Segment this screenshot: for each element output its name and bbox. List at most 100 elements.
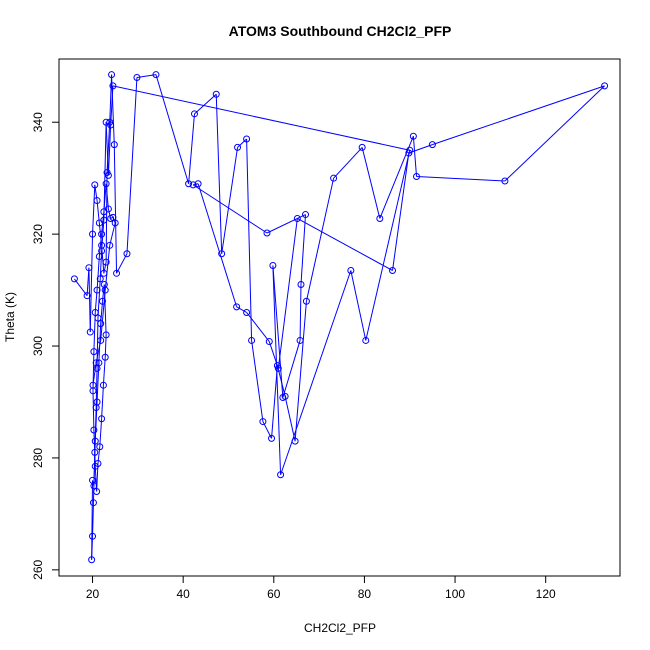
data-point — [413, 173, 421, 180]
data-point — [234, 143, 242, 151]
series-segment — [192, 184, 268, 234]
data-point — [102, 258, 110, 266]
series-segment — [333, 147, 363, 179]
series-segment — [271, 365, 278, 439]
data-point — [90, 482, 98, 490]
series-segment — [102, 357, 106, 386]
series-segment — [96, 200, 100, 223]
series-segment — [392, 152, 410, 271]
series-segment — [99, 418, 103, 447]
data-point — [102, 331, 110, 339]
data-point — [263, 229, 271, 237]
series-segment — [246, 138, 253, 341]
series-layer — [70, 71, 609, 564]
series-segment — [236, 306, 247, 313]
data-point — [96, 443, 104, 451]
data-point — [94, 314, 102, 322]
data-point — [89, 499, 97, 507]
data-point — [92, 359, 100, 367]
series-segment — [111, 74, 115, 145]
y-tick-label: 300 — [31, 336, 45, 356]
series-segment — [194, 93, 217, 115]
data-point — [97, 320, 105, 328]
series-segment — [104, 334, 107, 358]
data-point — [102, 118, 110, 126]
series-segment — [361, 147, 381, 219]
data-point — [274, 364, 282, 372]
y-tick-label: 340 — [31, 112, 45, 132]
series-segment — [412, 136, 418, 177]
data-point — [409, 132, 417, 140]
series-segment — [365, 150, 411, 341]
series-segment — [99, 250, 103, 279]
data-point — [152, 71, 160, 79]
data-point — [98, 230, 106, 238]
data-point — [185, 180, 193, 188]
data-point — [123, 250, 131, 258]
data-point — [100, 269, 108, 277]
series-segment — [92, 390, 95, 430]
data-point — [104, 205, 112, 213]
data-point — [277, 471, 285, 479]
series-segment — [92, 502, 94, 537]
data-point — [110, 141, 118, 149]
series-segment — [215, 94, 223, 254]
series-segment — [294, 301, 307, 442]
data-point — [293, 214, 301, 222]
data-point — [91, 181, 99, 189]
data-point — [218, 250, 226, 258]
data-point — [347, 267, 355, 274]
series-segment — [74, 278, 88, 296]
data-point — [83, 292, 91, 300]
series-segment — [299, 284, 302, 341]
data-point — [362, 336, 370, 344]
data-point — [243, 135, 251, 143]
series-segment — [105, 183, 109, 209]
data-point — [248, 336, 256, 344]
series-segment — [504, 85, 605, 182]
series-segment — [103, 183, 107, 212]
data-point — [90, 348, 98, 356]
data-point — [243, 308, 251, 316]
series-segment — [92, 184, 96, 235]
data-point — [302, 211, 310, 219]
data-point — [269, 261, 277, 269]
data-point — [93, 286, 101, 294]
series-segment — [113, 144, 118, 274]
data-point — [98, 415, 106, 423]
series-segment — [282, 340, 301, 398]
data-point — [86, 328, 94, 336]
series-segment — [94, 290, 98, 313]
data-point — [89, 381, 97, 389]
series-segment — [237, 138, 247, 148]
data-point — [358, 143, 366, 151]
data-point — [102, 180, 110, 188]
y-tick-label: 260 — [31, 560, 45, 580]
data-point — [96, 275, 104, 283]
data-point — [106, 241, 114, 249]
x-tick-label: 60 — [267, 587, 281, 601]
series-segment — [93, 429, 96, 467]
series-segment — [103, 262, 107, 274]
y-axis-label: Theta (K) — [3, 292, 17, 342]
data-point — [194, 180, 202, 188]
x-tick-label: 80 — [358, 587, 372, 601]
y-axis: 260 280 300 320 340 — [31, 112, 60, 580]
data-point — [93, 197, 101, 205]
series-segment — [272, 265, 284, 398]
series-segment — [432, 85, 605, 146]
data-point — [101, 353, 109, 361]
data-point — [190, 110, 198, 118]
data-point — [601, 82, 609, 90]
series-segment — [109, 74, 113, 123]
series-segment — [266, 214, 306, 234]
series-segment — [416, 176, 505, 182]
data-point — [189, 181, 197, 189]
series-segment — [92, 362, 97, 386]
series-segment — [112, 85, 410, 151]
y-tick-label: 320 — [31, 224, 45, 244]
series-segment — [95, 368, 98, 408]
data-point — [133, 73, 141, 81]
data-point — [91, 448, 99, 456]
